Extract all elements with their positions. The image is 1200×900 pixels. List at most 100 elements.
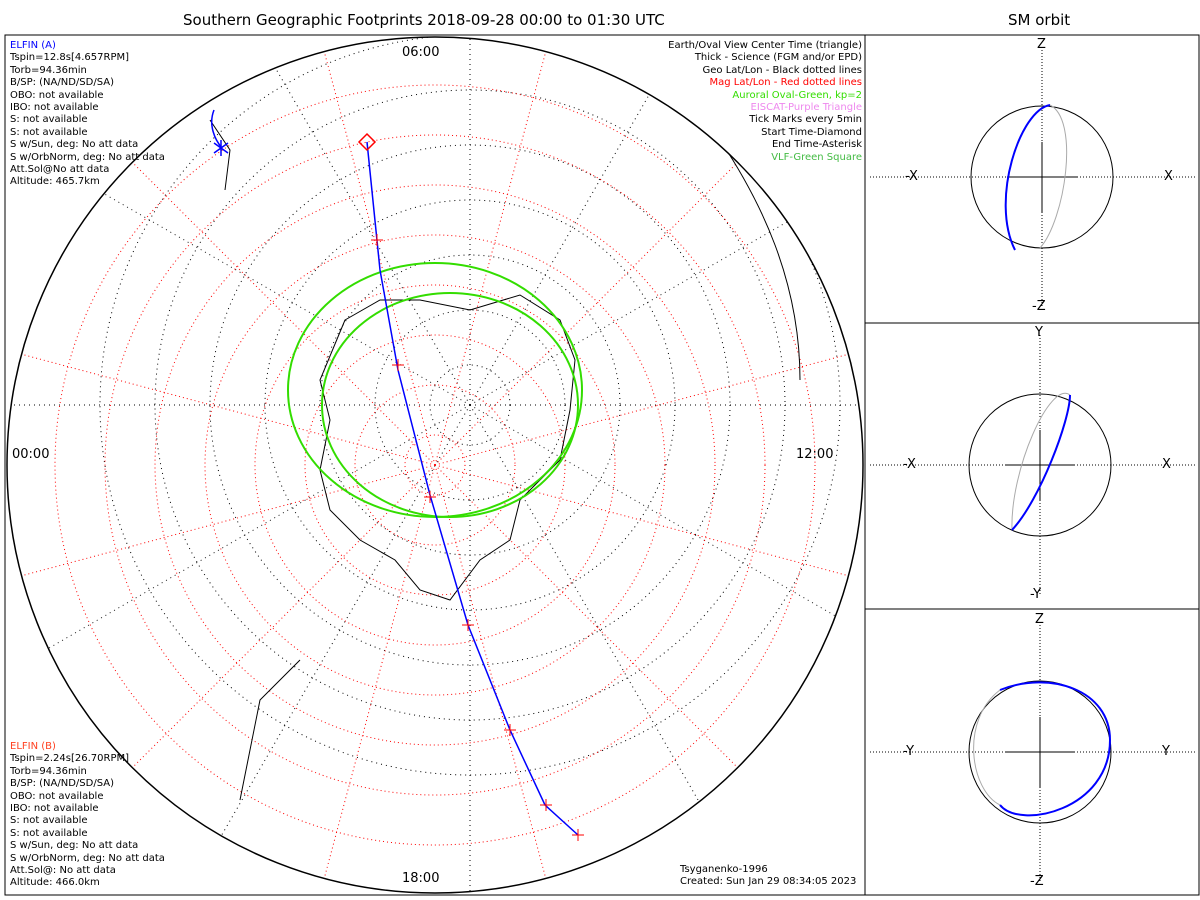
info-line: Att.Sol@: No att data bbox=[10, 864, 116, 876]
auroral-oval-outer bbox=[287, 262, 583, 518]
mag-latitude-circle bbox=[404, 434, 466, 496]
mag-latitude-circle bbox=[204, 234, 666, 696]
axis-label-right: X bbox=[1164, 169, 1173, 184]
info-line: Torb=94.36min bbox=[10, 64, 87, 76]
tick-mark bbox=[424, 491, 436, 503]
sm-orbit-panels bbox=[870, 47, 1195, 882]
legend-item: Auroral Oval-Green, kp=2 bbox=[732, 89, 862, 101]
antarctica-coastline bbox=[319, 294, 576, 601]
elfin-a-info: ELFIN (A) Tspin=12.8s[4.657RPM] Torb=94.… bbox=[10, 40, 165, 189]
legend-item: Start Time-Diamond bbox=[761, 126, 862, 138]
tick-mark bbox=[371, 234, 383, 246]
earth-circle bbox=[970, 105, 1114, 249]
mag-longitude-line bbox=[434, 51, 547, 466]
info-line: S: not available bbox=[10, 114, 88, 126]
axis-label-left: -X bbox=[905, 169, 918, 184]
info-line: Tspin=2.24s[26.70RPM] bbox=[10, 753, 130, 765]
geo-longitude-line bbox=[274, 67, 471, 406]
info-line: B/SP: (NA/ND/SD/SA) bbox=[10, 778, 114, 790]
legend-item: VLF-Green Square bbox=[771, 151, 862, 163]
orbit-frame bbox=[864, 34, 1200, 896]
tick-mark bbox=[540, 799, 552, 811]
mag-longitude-line bbox=[21, 353, 436, 466]
info-line: OBO: not available bbox=[10, 89, 104, 101]
time-label-top: 06:00 bbox=[402, 45, 440, 60]
info-line: S w/OrbNorm, deg: No att data bbox=[10, 852, 165, 864]
model-label: Tsyganenko-1996 bbox=[680, 864, 768, 875]
info-line: Altitude: 465.7km bbox=[10, 176, 100, 188]
tick-mark bbox=[572, 829, 584, 841]
info-line: B/SP: (NA/ND/SD/SA) bbox=[10, 77, 114, 89]
mag-longitude-line bbox=[21, 464, 436, 577]
orbit-title: SM orbit bbox=[1008, 11, 1071, 29]
legend: Earth/Oval View Center Time (triangle) T… bbox=[668, 40, 862, 164]
earth-circle bbox=[968, 393, 1112, 537]
time-label-bottom: 18:00 bbox=[402, 871, 440, 886]
orbit-night-path bbox=[973, 689, 1001, 806]
time-label-left: 00:00 bbox=[12, 447, 50, 462]
earth-circle bbox=[968, 680, 1112, 824]
info-line: S w/Sun, deg: No att data bbox=[10, 840, 139, 852]
axis-label-top: Z bbox=[1035, 612, 1044, 627]
mag-longitude-line bbox=[323, 51, 436, 466]
geo-longitude-line bbox=[469, 221, 788, 406]
info-line: Att.Sol@No att data bbox=[10, 163, 110, 175]
mag-latitude-circle bbox=[354, 384, 516, 546]
earth-limb bbox=[6, 36, 864, 894]
info-line: S w/Sun, deg: No att data bbox=[10, 139, 139, 151]
axis-label-bottom: -Z bbox=[1032, 299, 1046, 314]
tick-mark bbox=[392, 359, 404, 371]
polar-map bbox=[6, 36, 864, 894]
mag-longitude-line bbox=[132, 162, 436, 466]
mag-longitude-line bbox=[434, 353, 849, 466]
orbit-path bbox=[1004, 104, 1051, 251]
geo-longitude-line bbox=[48, 404, 471, 649]
continent-coastline bbox=[209, 119, 801, 801]
mag-latitude-circle bbox=[154, 184, 716, 746]
info-line: S w/OrbNorm, deg: No att data bbox=[10, 151, 165, 163]
tick-mark bbox=[462, 619, 474, 631]
auroral-oval-inner bbox=[321, 292, 579, 518]
orbit-path bbox=[999, 681, 1112, 817]
geo-longitude-line bbox=[103, 193, 471, 406]
plot-title: Southern Geographic Footprints 2018-09-2… bbox=[183, 11, 665, 29]
info-line: Altitude: 466.0km bbox=[10, 877, 100, 889]
axis-label-right: X bbox=[1162, 457, 1171, 472]
legend-item: End Time-Asterisk bbox=[771, 139, 862, 151]
orbit-night-path bbox=[1039, 104, 1068, 249]
orbit-path bbox=[1011, 394, 1071, 531]
axis-label-top: Z bbox=[1037, 37, 1046, 52]
elfin-b-info: ELFIN (B) Tspin=2.24s[26.70RPM] Torb=94.… bbox=[10, 741, 165, 890]
legend-item: Geo Lat/Lon - Black dotted lines bbox=[702, 64, 862, 76]
tick-mark bbox=[504, 724, 516, 736]
axis-label-left: -X bbox=[903, 457, 916, 472]
axis-label-right: Y bbox=[1162, 744, 1170, 759]
mag-longitude-line bbox=[323, 464, 436, 879]
legend-item: Earth/Oval View Center Time (triangle) bbox=[668, 40, 862, 51]
map-layer bbox=[7, 37, 863, 893]
mag-longitude-line bbox=[434, 464, 547, 879]
mag-longitude-line bbox=[434, 464, 738, 768]
mag-latitude-circle bbox=[104, 134, 766, 796]
earth-cross bbox=[1005, 717, 1075, 787]
geo-longitude-line bbox=[469, 404, 836, 617]
end-asterisk bbox=[213, 140, 229, 156]
axis-label-bottom: -Z bbox=[1030, 874, 1044, 889]
mag-longitude-line bbox=[132, 464, 436, 768]
info-line: S: not available bbox=[10, 827, 88, 839]
legend-item: EISCAT-Purple Triangle bbox=[750, 101, 863, 113]
info-line: S: not available bbox=[10, 815, 88, 827]
time-label-right: 12:00 bbox=[796, 447, 834, 462]
axis-label-bottom: -Y bbox=[1030, 587, 1042, 602]
footer: Tsyganenko-1996 Created: Sun Jan 29 08:3… bbox=[680, 864, 856, 889]
info-line: IBO: not available bbox=[10, 101, 99, 113]
mag-longitude-line bbox=[434, 464, 849, 577]
info-line: OBO: not available bbox=[10, 790, 104, 802]
info-line: Tspin=12.8s[4.657RPM] bbox=[10, 52, 130, 64]
info-line: IBO: not available bbox=[10, 802, 99, 814]
start-diamond bbox=[357, 132, 377, 152]
mag-latitude-circle bbox=[254, 284, 616, 646]
axis-label-left: -Y bbox=[903, 744, 915, 759]
